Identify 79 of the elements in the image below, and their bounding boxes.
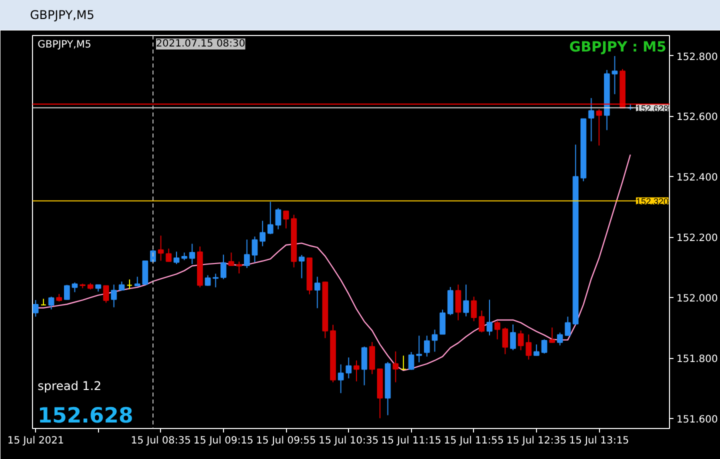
candlestick xyxy=(612,56,618,95)
candlestick xyxy=(510,324,516,351)
candlestick xyxy=(212,273,219,288)
candlestick xyxy=(126,278,132,290)
candlestick xyxy=(447,286,454,316)
candlestick xyxy=(596,108,602,146)
candlestick xyxy=(369,342,376,375)
candlestick xyxy=(275,208,282,230)
candlestick xyxy=(432,329,438,352)
y-tick-label: 152.200 xyxy=(676,233,718,244)
candlestick xyxy=(298,254,305,279)
candlestick xyxy=(486,299,492,336)
x-tick-label: 15 Jul 13:15 xyxy=(569,436,630,446)
candlestick xyxy=(338,364,344,394)
candlestick xyxy=(354,360,360,382)
candlestick xyxy=(424,335,430,358)
candlestick xyxy=(534,344,540,356)
annotation: spread 1.2 xyxy=(38,379,102,394)
candlestick xyxy=(236,261,242,274)
ref-line-label: 152.628 xyxy=(636,103,669,114)
x-tick-label: 15 Jul 08:35 xyxy=(130,436,191,446)
candlestick xyxy=(588,98,594,142)
candlestick xyxy=(518,330,524,351)
candlestick xyxy=(267,201,274,235)
candlestick xyxy=(158,235,164,262)
y-tick-label: 152.800 xyxy=(676,52,718,63)
candlestick xyxy=(346,356,352,379)
candlestick xyxy=(166,248,172,262)
candlestick xyxy=(440,309,446,335)
annotation: GBPJPY,M5 xyxy=(38,39,92,50)
candlestick xyxy=(228,252,234,266)
candlestick xyxy=(260,220,266,247)
candlestick xyxy=(64,284,70,300)
y-tick-label: 152.000 xyxy=(676,294,718,305)
candlestick xyxy=(416,335,422,363)
candlestick xyxy=(174,251,180,265)
candlestick xyxy=(400,355,406,370)
ref-line-label: 152.320 xyxy=(636,196,669,206)
candlestick xyxy=(478,310,485,333)
y-tick-label: 152.600 xyxy=(676,112,718,124)
candlestick xyxy=(557,332,563,346)
candlestick xyxy=(142,260,148,286)
candlestick xyxy=(455,284,462,321)
candlestick xyxy=(103,285,109,304)
x-tick-label: 15 Jul 11:55 xyxy=(444,436,504,446)
candlestick xyxy=(204,274,211,286)
ref-line-label: 2021.07.15 08:30 xyxy=(156,38,246,50)
x-tick-label: 15 Jul 09:55 xyxy=(256,436,316,446)
candlestick xyxy=(72,282,78,293)
y-tick-label: 151.800 xyxy=(676,354,718,366)
x-tick-label: 15 Jul 09:15 xyxy=(193,436,254,446)
candlestick xyxy=(244,239,250,268)
x-tick-label: 15 Jul 12:35 xyxy=(506,436,566,446)
candlestick xyxy=(134,276,140,287)
candlestick xyxy=(283,210,289,229)
y-tick-label: 151.600 xyxy=(676,414,718,426)
candlestick xyxy=(32,300,39,318)
candlestick xyxy=(48,296,54,310)
x-tick-label: 15 Jul 11:15 xyxy=(381,436,442,446)
candlestick xyxy=(541,338,548,354)
candlestick xyxy=(564,316,571,336)
candlestick xyxy=(314,276,320,309)
candlestick xyxy=(408,352,414,370)
candlestick xyxy=(526,334,532,360)
candlestick xyxy=(189,243,196,265)
candlestick xyxy=(549,327,556,344)
annotation: GBPJPY : M5 xyxy=(569,39,666,56)
candlestick xyxy=(110,284,117,308)
annotation: 152.628 xyxy=(38,404,134,428)
candlestick xyxy=(220,254,226,280)
candlestick xyxy=(392,350,399,383)
candlestick xyxy=(463,284,469,317)
y-tick-label: 152.400 xyxy=(676,172,718,184)
x-tick-label: 15 Jul 2021 xyxy=(7,436,64,446)
candlestick xyxy=(361,346,368,386)
x-tick-label: 15 Jul 10:35 xyxy=(318,436,379,446)
candlestick xyxy=(252,236,258,263)
chart-title: GBPJPY,M5 xyxy=(30,7,94,24)
candlestick xyxy=(470,296,477,322)
